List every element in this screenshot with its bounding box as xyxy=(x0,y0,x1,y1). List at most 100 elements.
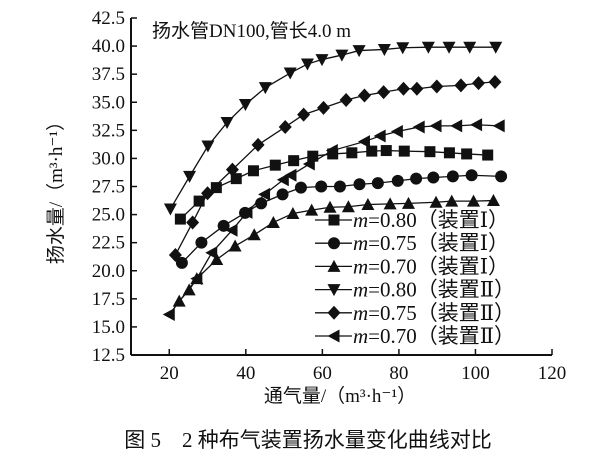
data-point-circle xyxy=(255,197,268,210)
legend-m: m xyxy=(353,278,368,302)
data-point-square xyxy=(380,145,392,157)
legend-item: m=0.80（装置Ⅰ） xyxy=(315,208,509,232)
tick-labels: 12.5 15.0 17.5 20.0 22.5 25.0 27.5 30.0 32.5 35.0… xyxy=(92,8,567,384)
data-point-diamond xyxy=(201,186,215,201)
series-2 xyxy=(175,169,508,269)
legend-rest: =0.70（装置Ⅰ） xyxy=(368,254,509,278)
legend-marker-diamond xyxy=(327,305,341,320)
data-point-circle xyxy=(175,256,188,269)
data-point-triangle-down xyxy=(421,41,435,54)
data-point-diamond xyxy=(472,76,486,91)
legend-m: m xyxy=(353,324,368,348)
data-point-square xyxy=(366,145,378,157)
x-axis-label: 通气量/（m³·h⁻¹） xyxy=(264,385,416,407)
data-point-square xyxy=(174,213,186,225)
data-point-square xyxy=(398,145,410,157)
data-point-triangle-down xyxy=(238,98,252,111)
legend-marker-triangle-up xyxy=(327,259,341,272)
data-point-diamond xyxy=(297,107,311,122)
data-point-triangle-left xyxy=(470,118,483,132)
legend-item: m=0.75（装置Ⅱ） xyxy=(315,301,515,325)
data-point-square xyxy=(482,149,494,161)
data-point-triangle-up xyxy=(247,228,261,241)
data-point-diamond xyxy=(454,78,468,93)
y-tick-label: 27.5 xyxy=(92,177,125,198)
x-tick-label: 60 xyxy=(313,363,332,384)
legend-item: m=0.70（装置Ⅰ） xyxy=(315,254,509,278)
y-axis-label: 扬水量/（m³·h⁻¹） xyxy=(45,112,67,264)
data-point-triangle-down xyxy=(489,41,503,54)
data-point-square xyxy=(307,150,319,162)
data-point-square xyxy=(461,148,473,160)
data-point-triangle-left xyxy=(302,157,315,171)
y-tick-label: 30.0 xyxy=(92,148,125,169)
data-point-triangle-up xyxy=(228,239,242,252)
legend-label: m=0.80（装置Ⅰ） xyxy=(353,208,509,232)
data-point-circle xyxy=(446,170,459,183)
legend-rest: =0.75（装置Ⅰ） xyxy=(368,231,509,255)
data-point-circle xyxy=(217,219,230,232)
data-point-triangle-down xyxy=(283,67,297,80)
data-point-circle xyxy=(495,170,508,183)
data-point-triangle-left xyxy=(225,223,238,237)
data-point-diamond xyxy=(339,93,353,108)
data-point-circle xyxy=(276,188,289,201)
data-point-diamond xyxy=(488,75,502,90)
axes xyxy=(130,17,553,356)
data-point-square xyxy=(247,165,259,177)
data-point-triangle-down xyxy=(258,82,272,95)
data-point-triangle-down xyxy=(183,170,197,183)
data-point-triangle-up xyxy=(429,195,443,208)
data-point-diamond xyxy=(278,119,292,134)
data-point-diamond xyxy=(251,137,265,152)
y-tick-label: 22.5 xyxy=(92,233,125,254)
legend-m: m xyxy=(353,231,368,255)
data-point-circle xyxy=(371,177,384,190)
data-point-square xyxy=(193,195,205,207)
data-point-circle xyxy=(465,169,478,182)
data-point-triangle-up xyxy=(361,197,375,210)
data-point-triangle-left xyxy=(492,119,505,133)
y-tick-label: 20.0 xyxy=(92,261,125,282)
legend-rest: =0.80（装置Ⅱ） xyxy=(368,278,515,302)
data-point-diamond xyxy=(410,81,424,96)
data-point-triangle-left xyxy=(284,168,297,182)
legend-item: m=0.70（装置Ⅱ） xyxy=(315,324,515,348)
data-point-triangle-down xyxy=(335,49,349,62)
data-point-triangle-down xyxy=(352,45,366,58)
data-point-diamond xyxy=(430,79,444,94)
data-point-triangle-down xyxy=(300,58,314,71)
series-5 xyxy=(168,75,502,263)
data-point-triangle-up xyxy=(467,194,481,207)
data-point-triangle-down xyxy=(220,116,234,129)
y-tick-label: 35.0 xyxy=(92,92,125,113)
data-point-circle xyxy=(427,171,440,184)
data-point-triangle-left xyxy=(357,135,370,149)
data-point-triangle-down xyxy=(377,43,391,56)
data-point-triangle-down xyxy=(315,54,329,67)
legend-item: m=0.75（装置Ⅰ） xyxy=(315,231,509,255)
data-point-triangle-left xyxy=(429,119,442,133)
data-point-triangle-left xyxy=(276,173,289,187)
data-point-diamond xyxy=(317,100,331,115)
data-point-triangle-left xyxy=(258,187,271,201)
legend-marker-square xyxy=(328,214,340,226)
legend-m: m xyxy=(353,254,368,278)
data-point-triangle-up xyxy=(323,200,337,213)
x-tick-label: 100 xyxy=(461,363,490,384)
legend-rest: =0.70（装置Ⅱ） xyxy=(368,324,515,348)
data-point-triangle-down xyxy=(201,140,215,153)
legend-marker-circle xyxy=(328,237,340,250)
legend-marker-triangle-left xyxy=(327,329,340,343)
data-point-triangle-left xyxy=(373,129,386,143)
legend-label: m=0.70（装置Ⅱ） xyxy=(353,324,515,348)
x-tick-label: 40 xyxy=(236,363,255,384)
y-tick-label: 37.5 xyxy=(92,64,125,85)
data-point-triangle-left xyxy=(390,124,403,138)
data-point-square xyxy=(346,147,358,159)
x-tick-label: 120 xyxy=(538,363,567,384)
data-point-circle xyxy=(353,178,366,191)
data-point-circle xyxy=(195,236,208,249)
data-point-circle xyxy=(333,180,346,193)
